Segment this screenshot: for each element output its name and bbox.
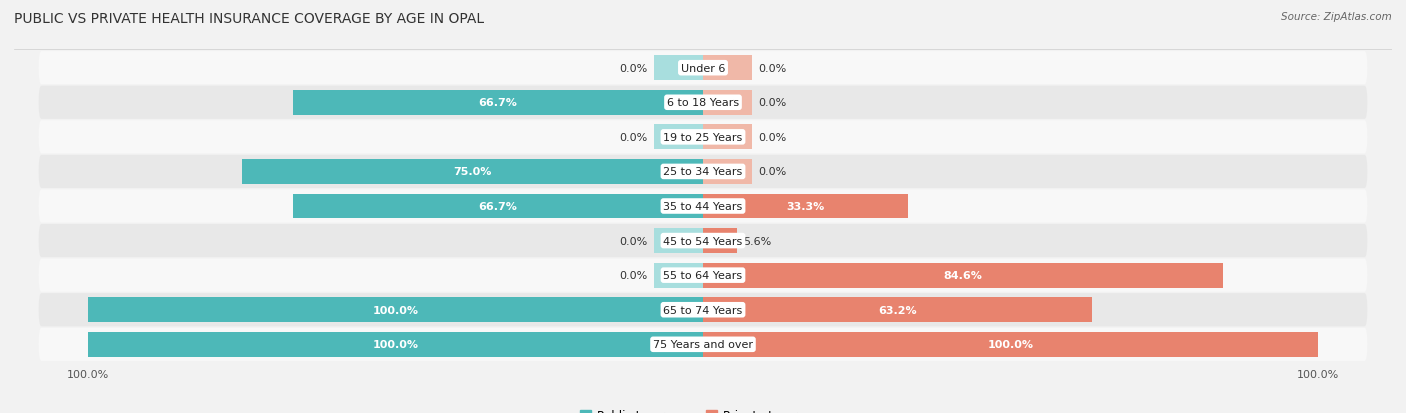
Text: 19 to 25 Years: 19 to 25 Years	[664, 133, 742, 142]
Text: 6 to 18 Years: 6 to 18 Years	[666, 98, 740, 108]
Text: 100.0%: 100.0%	[987, 339, 1033, 349]
Text: 84.6%: 84.6%	[943, 271, 983, 280]
Text: 0.0%: 0.0%	[758, 64, 786, 74]
Text: 45 to 54 Years: 45 to 54 Years	[664, 236, 742, 246]
FancyBboxPatch shape	[38, 224, 1367, 258]
FancyBboxPatch shape	[38, 190, 1367, 223]
Text: 33.3%: 33.3%	[786, 202, 824, 211]
Text: 0.0%: 0.0%	[758, 133, 786, 142]
Text: 0.0%: 0.0%	[758, 167, 786, 177]
Text: 5.6%: 5.6%	[744, 236, 772, 246]
Bar	[654, 228, 703, 254]
FancyBboxPatch shape	[38, 293, 1367, 327]
Legend: Public Insurance, Private Insurance: Public Insurance, Private Insurance	[575, 404, 831, 413]
Text: 0.0%: 0.0%	[620, 271, 648, 280]
FancyBboxPatch shape	[38, 328, 1367, 361]
Bar	[703, 90, 752, 116]
Bar	[654, 125, 703, 150]
Text: Under 6: Under 6	[681, 64, 725, 74]
FancyBboxPatch shape	[38, 155, 1367, 189]
Text: 0.0%: 0.0%	[620, 133, 648, 142]
Bar	[292, 90, 703, 116]
FancyBboxPatch shape	[38, 86, 1367, 120]
Text: 0.0%: 0.0%	[620, 64, 648, 74]
Text: 75 Years and over: 75 Years and over	[652, 339, 754, 349]
Text: 100.0%: 100.0%	[373, 305, 419, 315]
Text: Source: ZipAtlas.com: Source: ZipAtlas.com	[1281, 12, 1392, 22]
Bar	[703, 263, 1223, 288]
Bar	[703, 297, 1092, 323]
Bar	[703, 125, 752, 150]
Text: 66.7%: 66.7%	[478, 202, 517, 211]
Text: 100.0%: 100.0%	[373, 339, 419, 349]
Bar	[292, 194, 703, 219]
Text: 75.0%: 75.0%	[453, 167, 492, 177]
Text: 66.7%: 66.7%	[478, 98, 517, 108]
Text: 35 to 44 Years: 35 to 44 Years	[664, 202, 742, 211]
Bar	[654, 56, 703, 81]
FancyBboxPatch shape	[38, 52, 1367, 85]
FancyBboxPatch shape	[38, 259, 1367, 292]
Text: 0.0%: 0.0%	[620, 236, 648, 246]
Bar	[703, 332, 1319, 357]
Bar	[87, 297, 703, 323]
Bar	[87, 332, 703, 357]
Bar	[703, 194, 908, 219]
Bar	[703, 159, 752, 185]
Bar	[703, 56, 752, 81]
Bar	[703, 228, 738, 254]
Bar	[242, 159, 703, 185]
Text: 65 to 74 Years: 65 to 74 Years	[664, 305, 742, 315]
Text: 55 to 64 Years: 55 to 64 Years	[664, 271, 742, 280]
Bar	[654, 263, 703, 288]
Text: 63.2%: 63.2%	[879, 305, 917, 315]
Text: PUBLIC VS PRIVATE HEALTH INSURANCE COVERAGE BY AGE IN OPAL: PUBLIC VS PRIVATE HEALTH INSURANCE COVER…	[14, 12, 484, 26]
Text: 0.0%: 0.0%	[758, 98, 786, 108]
FancyBboxPatch shape	[38, 121, 1367, 154]
Text: 25 to 34 Years: 25 to 34 Years	[664, 167, 742, 177]
